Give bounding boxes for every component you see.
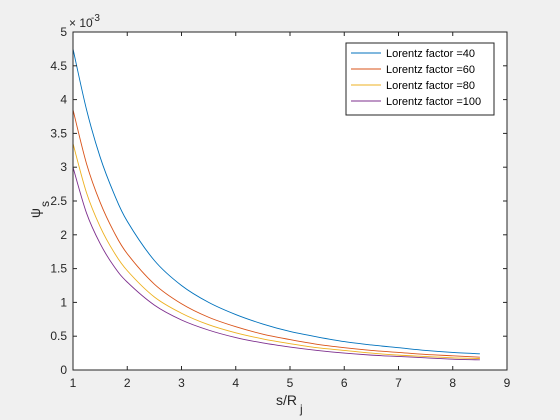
y-tick-label: 4.5 [50,59,67,73]
x-tick-label: 3 [178,376,185,390]
series-line-1 [72,48,480,355]
legend-label-2: Lorentz factor =60 [386,64,475,76]
y-tick-label: 0.5 [50,329,67,343]
y-exponent-power: -3 [91,13,100,24]
series-line-4 [72,167,480,361]
legend-items: Lorentz factor =40 Lorentz factor =60 Lore… [351,48,481,108]
y-axis-label-sub: s [38,201,52,207]
series-layer [72,48,480,361]
series-line-3 [72,143,480,359]
y-tick-label: 4 [60,93,67,107]
x-tick-label: 7 [395,376,402,390]
x-tick-label: 9 [504,376,511,390]
legend-label-4: Lorentz factor =100 [386,96,481,108]
legend-label-1: Lorentz factor =40 [386,48,475,60]
x-tick-label: 2 [124,376,131,390]
x-tick-label: 6 [341,376,348,390]
x-tick-label: 8 [449,376,456,390]
y-tick-label: 0 [60,363,67,377]
y-axis-label-main: ψ [27,208,43,218]
x-tick-label: 1 [70,376,77,390]
y-tick-label: 5 [60,25,67,39]
x-tick-label: 4 [232,376,239,390]
tick-layer: 1 2 3 4 5 6 7 8 9 0 0.5 1 1.5 2 2.5 3 3.5 4 4.5 5 [50,25,510,390]
x-axis-label: s/R j [276,392,303,416]
y-exponent-base: × 10 [69,16,93,30]
legend: Lorentz factor =40 Lorentz factor =60 Lore… [345,42,495,116]
y-tick-label: 1.5 [50,262,67,276]
series-line-2 [72,109,480,358]
x-axis-label-sub: j [299,402,303,416]
legend-label-3: Lorentz factor =80 [386,80,475,92]
y-tick-label: 2 [60,228,67,242]
x-axis-label-main: s/R [276,392,297,408]
y-axis-label: ψ s [27,201,52,218]
y-tick-label: 3 [60,160,67,174]
legend-box [345,42,495,116]
y-tick-label: 3.5 [50,126,67,140]
y-tick-label: 2.5 [50,194,67,208]
x-tick-label: 5 [287,376,294,390]
y-tick-label: 1 [60,295,67,309]
